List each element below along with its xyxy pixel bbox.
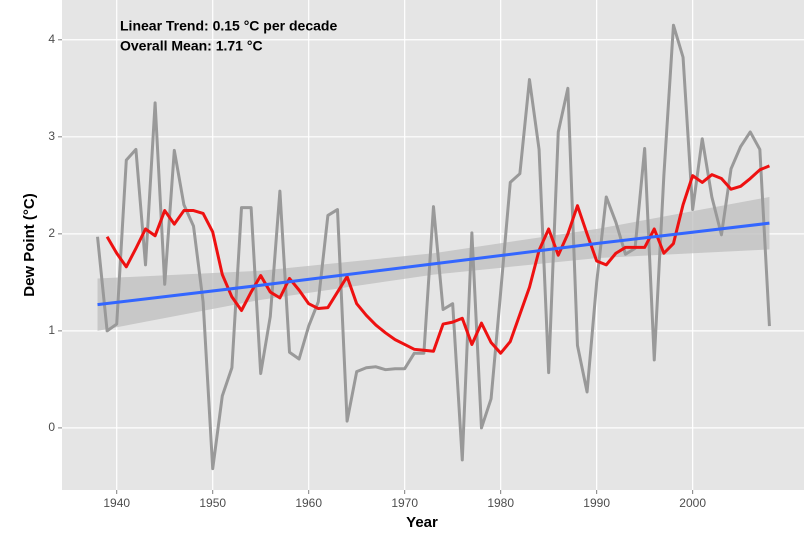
x-tick-label: 1990 xyxy=(583,496,610,510)
x-tick-label: 1980 xyxy=(487,496,514,510)
x-axis-label: Year xyxy=(406,514,438,531)
y-tick-label: 3 xyxy=(48,129,55,143)
marks xyxy=(96,23,771,471)
x-tick-label: 1960 xyxy=(295,496,322,510)
x-tick-label: 2000 xyxy=(679,496,706,510)
series-line xyxy=(96,23,771,471)
x-tick-label: 1940 xyxy=(103,496,130,510)
x-tick-label: 1970 xyxy=(391,496,418,510)
series-line xyxy=(105,164,771,355)
annotation: Linear Trend: 0.15 °C per decade xyxy=(120,18,337,34)
y-tick-label: 4 xyxy=(48,32,55,46)
y-axis-label: Dew Point (°C) xyxy=(21,193,38,297)
x-tick-label: 1950 xyxy=(199,496,226,510)
trend-line xyxy=(97,221,770,307)
y-tick-label: 2 xyxy=(48,226,55,240)
y-tick-label: 1 xyxy=(48,323,55,337)
annotation: Overall Mean: 1.71 °C xyxy=(120,38,263,54)
y-tick-label: 0 xyxy=(48,420,55,434)
